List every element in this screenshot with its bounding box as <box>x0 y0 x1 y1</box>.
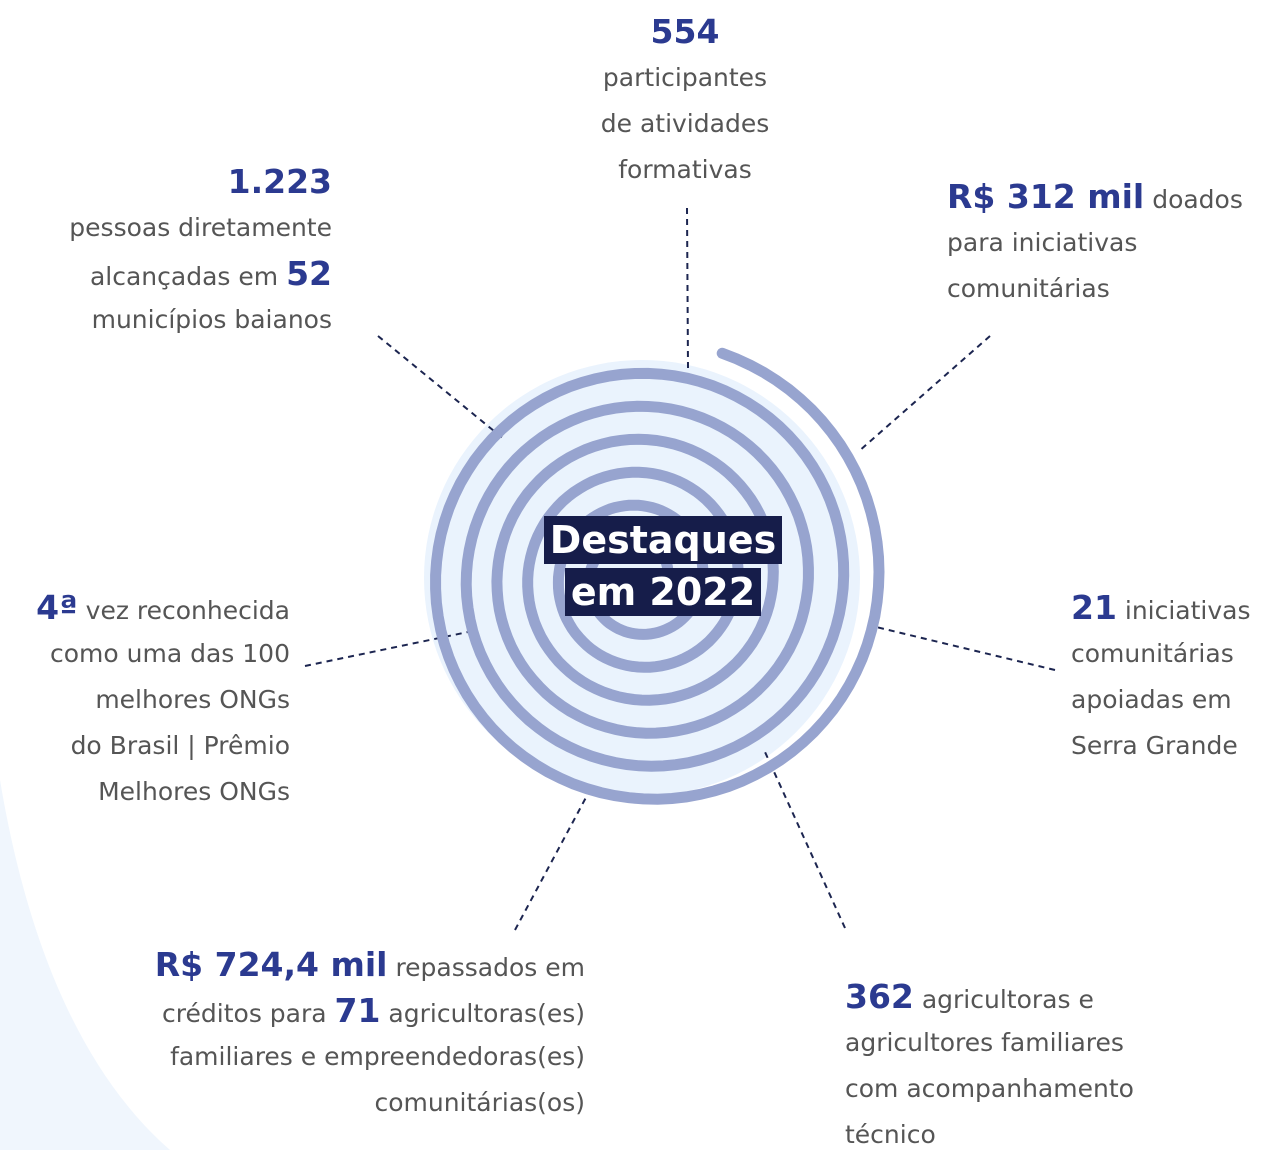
stat-text: técnico <box>845 1120 936 1149</box>
connector <box>857 335 991 453</box>
stat-text: para iniciativas <box>947 228 1138 257</box>
center-line: em 2022 <box>564 568 762 616</box>
stat: R$ 312 mil doados para iniciativas comun… <box>947 174 1266 312</box>
spiral <box>430 347 885 805</box>
stat-number: 21 <box>1071 588 1117 627</box>
center-line: Destaques <box>543 516 783 564</box>
stat-text: com acompanhamento <box>845 1074 1134 1103</box>
stat-text: comunitárias(os) <box>374 1088 585 1117</box>
connector <box>377 335 506 441</box>
stat-text: do Brasil | Prêmio <box>70 731 290 760</box>
stat-text: Melhores ONGs <box>98 777 290 806</box>
stat: 4ª vez reconhecida como uma das 100 melh… <box>0 585 290 815</box>
stat-text: familiares e empreendedoras(es) <box>170 1042 585 1071</box>
stat-text: agricultores familiares <box>845 1028 1124 1057</box>
stat: 21 iniciativas comunitárias apoiadas em … <box>1071 585 1266 769</box>
stat-number: R$ 724,4 mil <box>154 945 388 984</box>
stat-number: R$ 312 mil <box>947 177 1145 216</box>
stat-text: apoiadas em <box>1071 685 1232 714</box>
stat: 554 participantes de atividades formativ… <box>560 9 810 193</box>
bg-shape <box>0 780 170 1150</box>
center-title: Destaques em 2022 <box>540 516 786 616</box>
stat-text: de atividades <box>600 109 770 138</box>
stat-text: melhores ONGs <box>95 685 290 714</box>
stat-text: pessoas diretamente <box>69 213 332 242</box>
stat-text: iniciativas <box>1116 596 1251 625</box>
connector <box>514 789 591 931</box>
stat-number: 4ª <box>36 588 78 627</box>
connectors <box>304 207 1056 931</box>
stat-text: alcançadas em <box>89 262 287 291</box>
stat-text: Serra Grande <box>1071 731 1238 760</box>
connector <box>764 751 846 929</box>
stat-number: 554 <box>650 12 720 51</box>
stat-text: comunitárias <box>947 274 1110 303</box>
stat-text: comunitárias <box>1071 639 1234 668</box>
connector <box>304 631 469 667</box>
stat-text: créditos para <box>162 999 335 1028</box>
stat-number: 362 <box>845 977 914 1016</box>
stat-text: participantes <box>602 63 768 92</box>
stat-text: vez reconhecida <box>77 596 290 625</box>
stat-text: municípios baianos <box>91 305 332 334</box>
stat-text: doados <box>1144 185 1243 214</box>
stat-text: agricultoras(es) <box>380 999 585 1028</box>
stat-text: repassados em <box>387 953 585 982</box>
stat: R$ 724,4 mil repassados em créditos para… <box>80 942 585 1126</box>
connector <box>686 207 689 369</box>
stat-text: formativas <box>618 155 752 184</box>
stat: 1.223 pessoas diretamente alcançadas em … <box>0 159 332 343</box>
stat-text: como uma das 100 <box>50 639 290 668</box>
stat-text: agricultoras e <box>913 985 1094 1014</box>
stat-number: 71 <box>334 991 381 1030</box>
stat: 362 agricultoras e agricultores familiar… <box>845 974 1245 1158</box>
connector <box>871 625 1056 671</box>
stat-number: 52 <box>286 254 332 293</box>
stat-number: 1.223 <box>227 162 332 201</box>
